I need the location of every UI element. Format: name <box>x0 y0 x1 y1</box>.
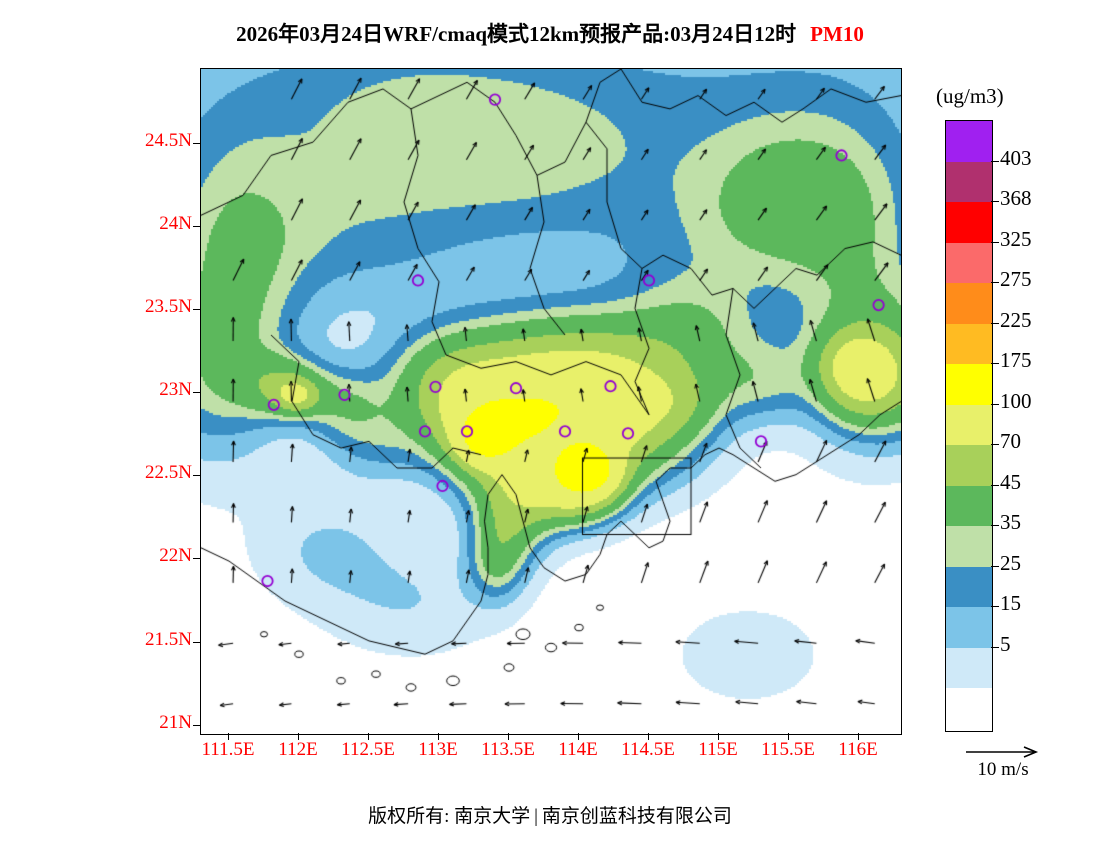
colorbar-tick <box>991 403 999 405</box>
colorbar-tick-label: 325 <box>1000 226 1032 251</box>
footer: 版权所有: 南京大学 | 南京创蓝科技有限公司 <box>0 801 1100 828</box>
y-axis-tick-label: 21N <box>159 711 192 733</box>
colorbar-swatch <box>946 647 992 689</box>
footer-copyright: 版权所有: 南京大学 <box>368 806 531 827</box>
colorbar-swatch <box>946 202 992 243</box>
colorbar-tick <box>991 525 999 527</box>
colorbar <box>945 120 993 732</box>
x-axis-tick <box>228 733 229 740</box>
y-axis-tick <box>193 142 200 144</box>
colorbar-tick <box>991 484 999 486</box>
x-axis-tick-label: 114E <box>558 739 598 760</box>
x-axis-tick-label: 116E <box>838 739 878 760</box>
footer-company: 南京创蓝科技有限公司 <box>541 806 732 827</box>
colorbar-swatch <box>946 485 992 527</box>
title-main-text: 2026年03月24日WRF/cmaq模式12km预报产品:03月24日12时 <box>236 22 797 46</box>
colorbar-tick <box>991 646 999 648</box>
x-axis-tick <box>648 733 649 740</box>
y-axis-tick <box>193 558 200 560</box>
title-pollutant: PM10 <box>810 22 864 46</box>
colorbar-swatch <box>946 242 992 284</box>
colorbar-tick <box>991 606 999 608</box>
colorbar-tick <box>991 444 999 446</box>
y-axis-tick-label: 24N <box>159 212 192 234</box>
colorbar-swatch <box>946 688 992 729</box>
map-canvas[interactable] <box>201 69 901 734</box>
wind-arrow-icon <box>966 746 1039 758</box>
colorbar-swatch <box>946 404 992 446</box>
x-axis-tick <box>718 733 719 740</box>
colorbar-tick <box>991 160 999 162</box>
colorbar-tick <box>991 201 999 203</box>
colorbar-tick-label: 5 <box>1000 631 1011 656</box>
x-axis-tick <box>508 733 509 740</box>
y-axis-tick <box>193 641 200 643</box>
colorbar-swatch <box>946 283 992 324</box>
y-axis-tick-label: 23.5N <box>145 296 192 318</box>
colorbar-swatch <box>946 121 992 162</box>
x-axis-tick-label: 112E <box>278 739 318 760</box>
colorbar-tick <box>991 322 999 324</box>
forecast-map[interactable] <box>200 68 902 735</box>
colorbar-swatch <box>946 323 992 365</box>
colorbar-tick-label: 275 <box>1000 267 1032 292</box>
y-axis-tick <box>193 309 200 311</box>
colorbar-swatch <box>946 364 992 405</box>
colorbar-tick-label: 25 <box>1000 550 1021 575</box>
x-axis-tick-label: 115.5E <box>761 739 815 760</box>
page-title: 2026年03月24日WRF/cmaq模式12km预报产品:03月24日12时 P… <box>0 18 1100 48</box>
colorbar-tick-label: 368 <box>1000 186 1032 211</box>
colorbar-tick-label: 70 <box>1000 429 1021 454</box>
x-axis-tick <box>578 733 579 740</box>
y-axis-tick-label: 22.5N <box>145 462 192 484</box>
colorbar-swatch <box>946 526 992 567</box>
colorbar-tick-label: 403 <box>1000 145 1032 170</box>
colorbar-unit: (ug/m3) <box>936 84 1004 108</box>
x-axis-tick-label: 113E <box>418 739 458 760</box>
colorbar-tick-label: 225 <box>1000 307 1032 332</box>
y-axis-tick <box>193 225 200 227</box>
colorbar-swatch <box>946 445 992 486</box>
y-axis-tick <box>193 392 200 394</box>
y-axis-tick-label: 24.5N <box>145 129 192 151</box>
colorbar-tick-label: 45 <box>1000 469 1021 494</box>
colorbar-tick <box>991 363 999 365</box>
colorbar-tick-label: 35 <box>1000 510 1021 535</box>
colorbar-tick <box>991 241 999 243</box>
footer-separator: | <box>534 806 538 827</box>
x-axis-tick <box>438 733 439 740</box>
y-axis-tick <box>193 475 200 477</box>
colorbar-tick-label: 15 <box>1000 591 1021 616</box>
x-axis-tick <box>858 733 859 740</box>
colorbar-tick-label: 100 <box>1000 388 1032 413</box>
x-axis-tick-label: 111.5E <box>201 739 255 760</box>
x-axis-tick-label: 115E <box>698 739 738 760</box>
y-axis-tick-label: 22N <box>159 545 192 567</box>
y-axis-tick <box>193 724 200 726</box>
y-axis-tick-label: 23N <box>159 379 192 401</box>
x-axis-tick-label: 113.5E <box>481 739 535 760</box>
colorbar-swatch <box>946 161 992 203</box>
x-axis-tick <box>298 733 299 740</box>
wind-key-label: 10 m/s <box>977 759 1029 780</box>
y-axis-tick-label: 21.5N <box>145 628 192 650</box>
x-axis-tick <box>368 733 369 740</box>
colorbar-swatch <box>946 607 992 648</box>
wind-speed-key: 10 m/s <box>948 745 1058 781</box>
colorbar-tick-label: 175 <box>1000 348 1032 373</box>
x-axis-tick-label: 114.5E <box>621 739 675 760</box>
colorbar-tick <box>991 565 999 567</box>
colorbar-swatch <box>946 566 992 608</box>
x-axis-tick-label: 112.5E <box>341 739 395 760</box>
colorbar-tick <box>991 282 999 284</box>
x-axis-tick <box>788 733 789 740</box>
